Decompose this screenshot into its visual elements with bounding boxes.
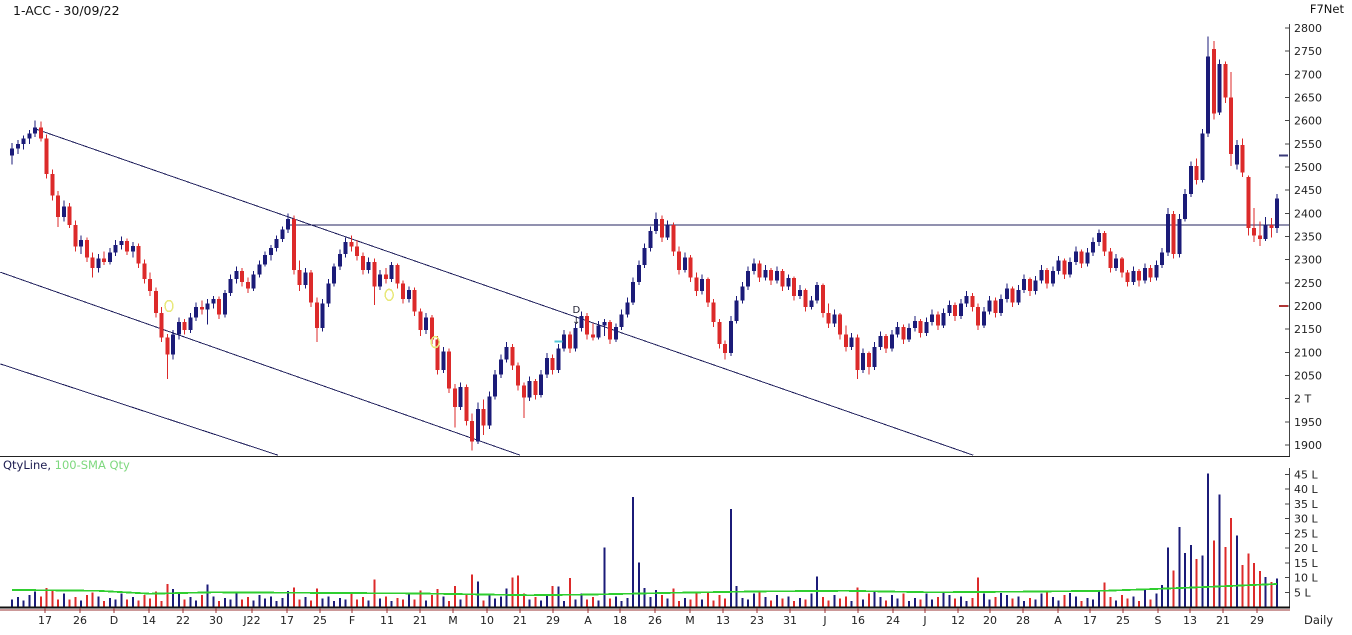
qtyline-legend-label: QtyLine, — [3, 458, 51, 472]
svg-text:31: 31 — [783, 614, 797, 627]
svg-text:21: 21 — [413, 614, 427, 627]
svg-text:2600: 2600 — [1294, 115, 1322, 128]
svg-text:28: 28 — [1016, 614, 1030, 627]
timeframe-label: Daily — [1304, 613, 1334, 627]
svg-text:20 L: 20 L — [1294, 542, 1318, 555]
svg-text:2200: 2200 — [1294, 300, 1322, 313]
svg-text:21: 21 — [513, 614, 527, 627]
svg-text:↓: ↓ — [572, 316, 580, 327]
svg-text:5 L: 5 L — [1294, 586, 1311, 599]
svg-text:14: 14 — [142, 614, 156, 627]
brand-logo: F7Net — [1309, 2, 1344, 16]
svg-text:2750: 2750 — [1294, 45, 1322, 58]
svg-text:2500: 2500 — [1294, 161, 1322, 174]
svg-text:30 L: 30 L — [1294, 513, 1318, 526]
svg-text:2700: 2700 — [1294, 68, 1322, 81]
svg-text:26: 26 — [73, 614, 87, 627]
svg-text:24: 24 — [886, 614, 900, 627]
svg-text:13: 13 — [716, 614, 730, 627]
svg-text:2800: 2800 — [1294, 22, 1322, 35]
svg-text:M: M — [448, 614, 458, 627]
svg-text:16: 16 — [851, 614, 865, 627]
svg-text:2300: 2300 — [1294, 254, 1322, 267]
svg-text:40 L: 40 L — [1294, 483, 1318, 496]
svg-text:D: D — [573, 305, 581, 316]
svg-text:J: J — [922, 614, 926, 627]
svg-text:2400: 2400 — [1294, 207, 1322, 220]
svg-text:12: 12 — [951, 614, 965, 627]
svg-text:11: 11 — [380, 614, 394, 627]
page-title: 1-ACC - 30/09/22 — [13, 3, 120, 18]
svg-text:29: 29 — [1250, 614, 1264, 627]
svg-text:25: 25 — [1116, 614, 1130, 627]
svg-text:2100: 2100 — [1294, 346, 1322, 359]
svg-text:2650: 2650 — [1294, 91, 1322, 104]
svg-text:23: 23 — [750, 614, 764, 627]
svg-text:29: 29 — [546, 614, 560, 627]
volume-legend: QtyLine, 100-SMA Qty — [3, 458, 130, 472]
svg-text:17: 17 — [1083, 614, 1097, 627]
svg-text:25 L: 25 L — [1294, 527, 1318, 540]
svg-text:J22: J22 — [242, 614, 260, 627]
svg-text:10 L: 10 L — [1294, 572, 1318, 585]
svg-text:22: 22 — [176, 614, 190, 627]
svg-text:D: D — [110, 614, 118, 627]
svg-text:2550: 2550 — [1294, 138, 1322, 151]
svg-text:S: S — [1155, 614, 1162, 627]
svg-text:M: M — [685, 614, 695, 627]
svg-text:2350: 2350 — [1294, 230, 1322, 243]
svg-text:25: 25 — [313, 614, 327, 627]
svg-text:15 L: 15 L — [1294, 557, 1318, 570]
svg-text:1900: 1900 — [1294, 439, 1322, 452]
svg-text:J: J — [822, 614, 826, 627]
sma-qty-legend-label: 100-SMA Qty — [54, 458, 130, 472]
svg-text:20: 20 — [983, 614, 997, 627]
svg-text:1950: 1950 — [1294, 416, 1322, 429]
svg-text:18: 18 — [613, 614, 627, 627]
svg-text:17: 17 — [280, 614, 294, 627]
svg-text:2050: 2050 — [1294, 369, 1322, 382]
svg-text:2450: 2450 — [1294, 184, 1322, 197]
svg-text:35 L: 35 L — [1294, 498, 1318, 511]
svg-text:2250: 2250 — [1294, 277, 1322, 290]
svg-text:45 L: 45 L — [1294, 468, 1318, 481]
svg-text:10: 10 — [480, 614, 494, 627]
svg-text:13: 13 — [1183, 614, 1197, 627]
svg-text:17: 17 — [38, 614, 52, 627]
svg-text:30: 30 — [209, 614, 223, 627]
svg-text:2 T: 2 T — [1294, 393, 1311, 406]
svg-text:21: 21 — [1216, 614, 1230, 627]
svg-text:2150: 2150 — [1294, 323, 1322, 336]
svg-text:A: A — [1054, 614, 1062, 627]
svg-text:26: 26 — [648, 614, 662, 627]
svg-text:F: F — [349, 614, 355, 627]
svg-text:A: A — [584, 614, 592, 627]
